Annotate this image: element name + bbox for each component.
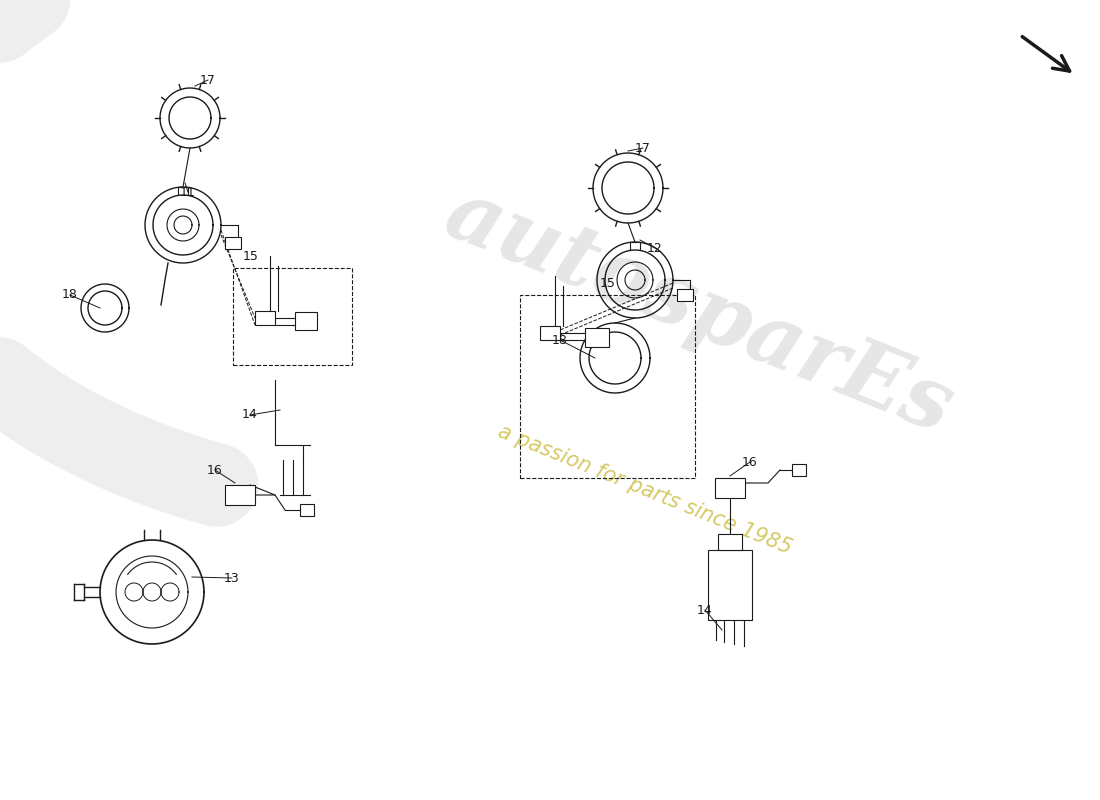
Text: a passion for parts since 1985: a passion for parts since 1985 bbox=[495, 422, 795, 558]
Text: autosparEs: autosparEs bbox=[434, 170, 966, 450]
Bar bbox=[792, 464, 806, 476]
Text: 16: 16 bbox=[742, 455, 758, 469]
Bar bbox=[226, 485, 255, 505]
Bar bbox=[708, 550, 752, 620]
Bar bbox=[540, 326, 560, 340]
Text: 11: 11 bbox=[180, 186, 196, 198]
Bar bbox=[585, 328, 609, 347]
Bar bbox=[300, 504, 313, 516]
Bar bbox=[676, 289, 693, 301]
Text: 18: 18 bbox=[552, 334, 568, 346]
Bar bbox=[255, 311, 275, 325]
Text: 17: 17 bbox=[635, 142, 651, 154]
Bar bbox=[226, 237, 241, 249]
Bar bbox=[715, 478, 745, 498]
Text: 12: 12 bbox=[647, 242, 663, 254]
Text: 18: 18 bbox=[62, 289, 78, 302]
Text: 15: 15 bbox=[243, 250, 258, 263]
Bar bbox=[295, 312, 317, 330]
Bar bbox=[233, 268, 352, 365]
Text: 15: 15 bbox=[600, 277, 616, 290]
Text: 14: 14 bbox=[697, 603, 713, 617]
Text: 13: 13 bbox=[224, 571, 240, 585]
Bar bbox=[520, 295, 695, 478]
Text: 14: 14 bbox=[242, 409, 257, 422]
Text: 17: 17 bbox=[200, 74, 216, 86]
Text: 16: 16 bbox=[207, 463, 223, 477]
Bar bbox=[718, 534, 743, 550]
